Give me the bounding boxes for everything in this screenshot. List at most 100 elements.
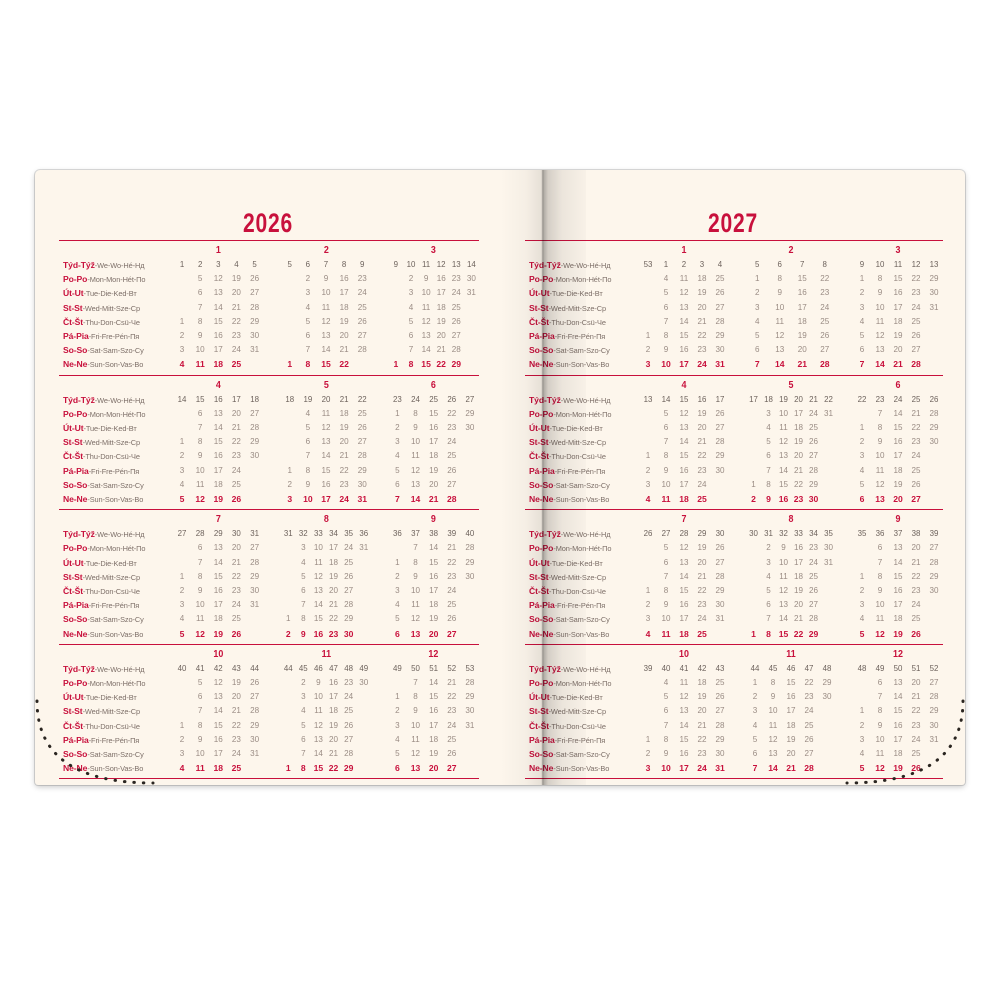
date-cell: 19 xyxy=(339,423,349,433)
date-cell: 23 xyxy=(447,423,457,433)
date-cell: 21 xyxy=(911,408,921,418)
date-cell: 9 xyxy=(316,678,321,688)
quarter-block-Q3: 7 8 9 Týd-Týž-We-Wo-Hé-Hд Po-Po-Mon-Mon-Hét-… xyxy=(59,509,479,641)
date-cell: 6 xyxy=(301,734,306,744)
date-cell: 8 xyxy=(413,692,418,702)
day-label-column: Týd-Týž-We-Wo-Hé-Hд Po-Po-Mon-Mon-Hét-По Ú… xyxy=(59,662,173,776)
date-cell: 23 xyxy=(911,720,921,730)
date-cell: 4 xyxy=(305,302,311,312)
date-cell: 25 xyxy=(804,720,814,730)
date-cell: 8 xyxy=(877,274,883,284)
date-cell: 19 xyxy=(329,571,339,581)
date-cell xyxy=(853,556,871,570)
date-cell: 17 xyxy=(679,763,689,774)
quarter-table: 10 11 12 Týd-Týž-We-Wo-Hé-Hд Po-Po-Mon-Mon-H… xyxy=(59,647,479,776)
date-cell: 19 xyxy=(429,465,439,475)
day-row-sunday: 7 14 21 28 xyxy=(853,357,943,371)
date-cell: 26 xyxy=(804,734,814,744)
day-row-sunday: 4 11 18 25 xyxy=(639,492,729,506)
date-cell: 24 xyxy=(344,692,354,702)
date-cell: 2 xyxy=(754,288,760,298)
date-cell: 25 xyxy=(911,316,921,326)
day-langs: -Sun-Son-Vas-Во xyxy=(553,360,610,370)
day-label-friday: Pá-Pia-Fri-Fre-Pén-Пя xyxy=(61,733,175,747)
date-cell xyxy=(746,556,761,570)
date-cell: 26 xyxy=(451,316,461,326)
day-row-thursday: 7 14 21 28 xyxy=(639,719,729,733)
date-cell: 26 xyxy=(250,274,260,284)
date-cell: 12 xyxy=(410,614,420,624)
date-cell: 26 xyxy=(344,571,354,581)
date-cell xyxy=(925,761,943,775)
date-cell xyxy=(246,464,264,478)
date-cell: 26 xyxy=(231,628,242,639)
date-cell: 4 xyxy=(179,614,185,624)
day-row-thursday: 1 8 15 22 29 xyxy=(639,449,729,463)
date-cell: 25 xyxy=(697,494,707,505)
date-cell: 25 xyxy=(447,451,457,461)
day-row-tuesday: 3 10 17 24 31 xyxy=(746,556,836,570)
date-cell: 11 xyxy=(314,557,323,567)
day-label-sunday: Ne-Ne-Sun-Son-Vas-Во xyxy=(527,492,641,506)
week-number-cell: 46 xyxy=(786,663,796,673)
week-number-cell: 22 xyxy=(357,394,367,404)
day-abbr: Út-Ut xyxy=(529,423,550,433)
date-cell: 1 xyxy=(179,720,185,730)
week-number-cell: 7 xyxy=(800,260,805,269)
day-langs: -Tue-Die-Ked-Вт xyxy=(83,424,137,433)
date-cell: 25 xyxy=(808,571,818,581)
date-cell: 25 xyxy=(447,734,457,744)
month-cell-10: 40 41 42 43 44 5 12 19 26 6 13 20 27 7 14 21 28 1 8 15 22 29 2… xyxy=(173,662,264,776)
date-cell: 24 xyxy=(357,288,367,298)
date-cell: 11 xyxy=(195,614,205,624)
day-row-wednesday: 4 11 18 25 xyxy=(746,570,836,584)
date-cell: 17 xyxy=(213,749,223,759)
day-abbr: Týd-Týž xyxy=(63,529,95,540)
day-row-saturday: 2 9 16 23 30 xyxy=(639,747,729,761)
date-cell: 24 xyxy=(697,479,707,489)
day-row-sunday: 2 9 16 23 30 xyxy=(746,492,836,506)
day-langs: -Mon-Mon-Hét-По xyxy=(553,409,612,419)
day-langs: -Sun-Son-Vas-Во xyxy=(553,764,610,774)
date-cell: 15 xyxy=(213,437,223,447)
date-cell: 27 xyxy=(715,706,725,716)
date-cell: 14 xyxy=(679,571,689,581)
day-row-thursday: 4 11 18 25 xyxy=(746,315,836,329)
date-cell: 3 xyxy=(645,763,651,774)
date-cell: 20 xyxy=(329,734,339,744)
month-number-label: 11 xyxy=(321,647,331,660)
month-grid: 5 6 7 8 1 8 15 22 2 9 16 23 3 10 17 24 4 11 18 25 5 12 19 26 6 13… xyxy=(746,258,836,372)
month-grid: 17 18 19 20 21 22 3 10 17 24 31 4 11 18 25 5 12 19 26 6 13 20… xyxy=(746,393,836,507)
date-cell: 15 xyxy=(313,614,323,624)
month-grid: 48 49 50 51 52 6 13 20 27 7 14 21 28 1 8 15 22 29 2 9 16 23 30… xyxy=(853,662,943,776)
date-cell: 10 xyxy=(768,706,778,716)
day-row-wednesday: 2 9 16 23 30 xyxy=(388,704,479,718)
date-cell: 6 xyxy=(197,408,203,418)
date-cell: 4 xyxy=(645,628,651,639)
day-row-wednesday: 7 14 21 28 xyxy=(639,435,729,449)
month-number-label: 11 xyxy=(786,647,796,660)
date-cell: 20 xyxy=(231,288,241,298)
day-row-sunday: 4 11 18 25 xyxy=(173,357,264,371)
date-cell: 9 xyxy=(663,465,669,475)
date-cell: 30 xyxy=(250,331,260,341)
date-cell: 5 xyxy=(395,465,400,475)
date-cell: 12 xyxy=(321,316,331,326)
date-cell xyxy=(746,435,761,449)
date-cell: 15 xyxy=(213,316,223,326)
date-cell xyxy=(925,329,943,343)
month-grid: 5 6 7 8 9 2 9 16 23 3 10 17 24 4 11 18 25 5 12 19 26 6 13 20 27 7… xyxy=(281,258,372,372)
date-cell: 31 xyxy=(823,408,833,418)
month-number-label: 12 xyxy=(428,647,439,660)
day-langs: -Fri-Fre-Pén-Пя xyxy=(554,735,606,745)
date-cell: 11 xyxy=(775,316,784,326)
day-row-wednesday: 6 13 20 27 xyxy=(639,301,729,315)
date-cell: 18 xyxy=(213,479,223,489)
day-row-sunday: 6 13 20 27 xyxy=(388,627,479,641)
date-cell: 14 xyxy=(213,302,223,312)
week-number-cell: 48 xyxy=(344,663,354,673)
day-langs: -Thu-Don-Csü-Че xyxy=(549,721,606,731)
day-abbr: Út-Ut xyxy=(529,692,550,703)
date-cell: 12 xyxy=(679,543,689,553)
date-cell: 5 xyxy=(766,437,771,447)
